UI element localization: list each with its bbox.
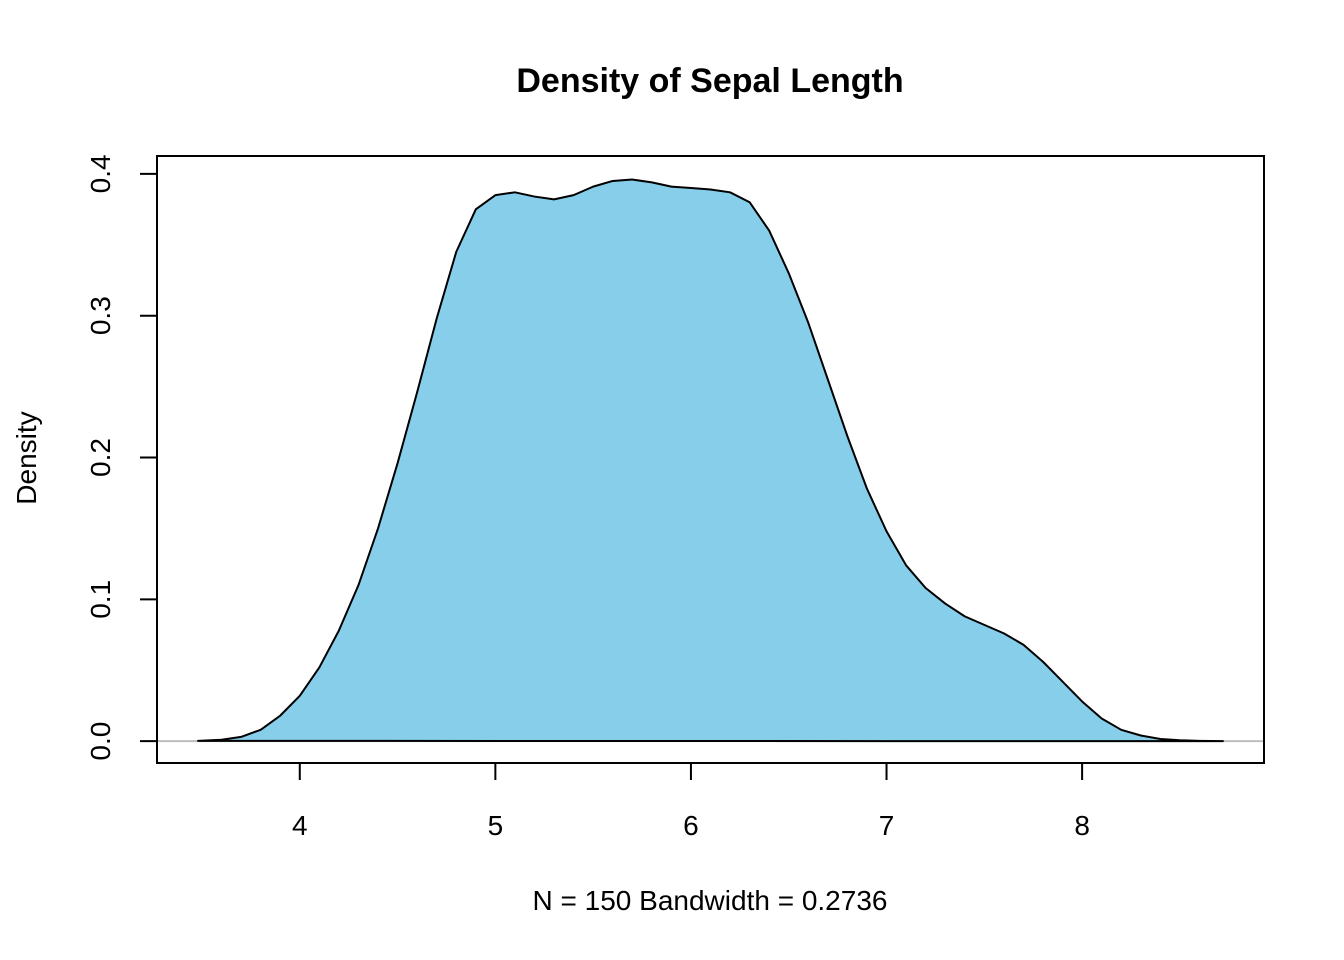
density-curve — [197, 178, 1224, 743]
x-tick-label: 4 — [292, 810, 308, 841]
y-tick-label: 0.0 — [85, 722, 116, 761]
x-tick-label: 7 — [879, 810, 895, 841]
y-tick-label: 0.4 — [85, 154, 116, 193]
x-tick-label: 8 — [1074, 810, 1090, 841]
density-area — [198, 179, 1223, 742]
y-axis: 0.0 0.1 0.2 0.3 0.4 — [85, 154, 158, 761]
x-tick-label: 5 — [488, 810, 504, 841]
y-tick-label: 0.1 — [85, 580, 116, 619]
x-axis: 4 5 6 7 8 — [292, 762, 1090, 841]
x-axis-label: N = 150 Bandwidth = 0.2736 — [533, 885, 888, 916]
y-tick-label: 0.3 — [85, 296, 116, 335]
y-tick-label: 0.2 — [85, 438, 116, 477]
x-tick-label: 6 — [683, 810, 699, 841]
chart-title: Density of Sepal Length — [516, 62, 903, 100]
plot-layer — [157, 178, 1264, 743]
y-axis-label: Density — [11, 411, 42, 504]
